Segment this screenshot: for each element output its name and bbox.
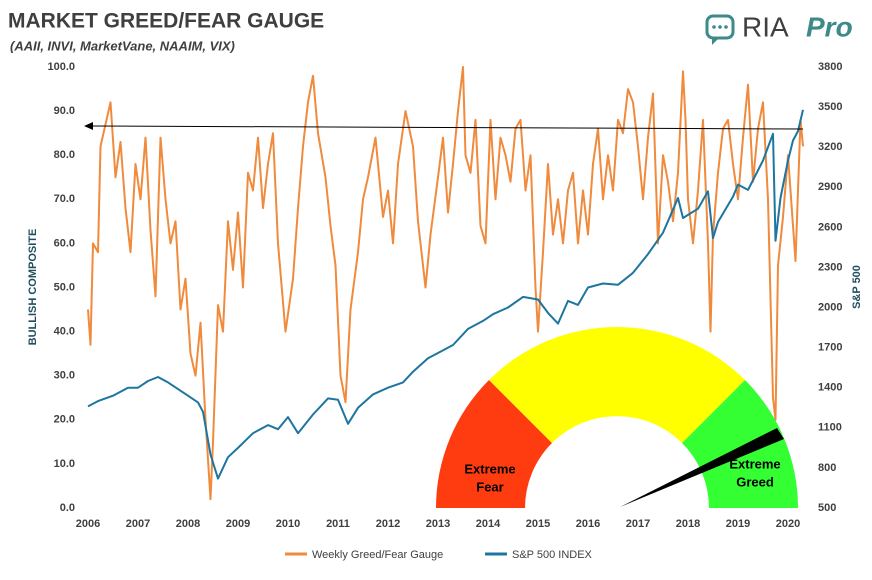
plot-lines: [87, 66, 804, 501]
y-tick-label: 60.0: [54, 237, 75, 249]
x-tick-label: 2015: [526, 518, 550, 530]
x-tick-label: 2012: [376, 518, 400, 530]
legend: Weekly Greed/Fear Gauge S&P 500 INDEX: [285, 549, 593, 561]
legend-label: S&P 500 INDEX: [512, 549, 593, 561]
y-tick-label: 30.0: [54, 370, 75, 382]
x-tick-label: 2020: [776, 518, 800, 530]
y-tick-label: 20.0: [54, 414, 75, 426]
logo-name: RIA: [742, 11, 789, 42]
logo-suffix: Pro: [806, 11, 853, 42]
y2-tick-label: 2600: [818, 221, 842, 233]
y-tick-label: 0.0: [60, 502, 75, 514]
y-tick-label: 40.0: [54, 326, 75, 338]
y2-axis-title: S&P 500: [851, 265, 863, 309]
annotation: Extreme: [729, 456, 780, 471]
x-tick-label: 2008: [176, 518, 200, 530]
annotation: Greed: [736, 474, 774, 489]
reference-arrow: [84, 122, 804, 130]
y-axis-title: BULLISH COMPOSITE: [27, 229, 39, 346]
x-tick-label: 2016: [576, 518, 600, 530]
y2-tick-label: 500: [818, 502, 836, 514]
series-line: [87, 109, 804, 480]
logo-dot: [724, 25, 728, 29]
y-tick-label: 80.0: [54, 149, 75, 161]
x-tick-label: 2017: [626, 518, 650, 530]
y2-tick-label: 1700: [818, 342, 842, 354]
arrow-head: [84, 122, 93, 130]
chart-title: MARKET GREED/FEAR GAUGE: [8, 10, 324, 33]
gauge: Extreme Fear Extreme Greed: [436, 326, 798, 508]
annotation: Fear: [476, 479, 503, 494]
y2-tick-label: 3500: [818, 101, 842, 113]
gauge-fear-zone: [436, 380, 552, 508]
chart-subtitle: (AAII, INVI, MarketVane, NAAIM, VIX): [10, 38, 235, 53]
x-tick-label: 2013: [426, 518, 450, 530]
annotation: Extreme: [464, 461, 515, 476]
y-tick-label: 90.0: [54, 105, 75, 117]
logo-dot: [712, 25, 716, 29]
arrow-line: [91, 125, 804, 130]
gauge-needle: [620, 428, 784, 507]
series-line: [87, 66, 804, 501]
y-tick-label: 50.0: [54, 281, 75, 293]
gauge-greed-zone: [682, 380, 798, 508]
logo-icon-tail: [712, 38, 719, 45]
y2-tick-label: 800: [818, 462, 836, 474]
y2-tick-label: 2300: [818, 261, 842, 273]
y-tick-label: 100.0: [47, 61, 75, 73]
y2-tick-label: 2900: [818, 181, 842, 193]
y2-tick-label: 3800: [818, 61, 842, 73]
x-tick-label: 2006: [76, 518, 100, 530]
y2-tick-label: 2000: [818, 301, 842, 313]
x-tick-label: 2011: [326, 518, 350, 530]
logo-dot: [718, 25, 722, 29]
y2-tick-label: 1100: [818, 422, 842, 434]
x-tick-label: 2007: [126, 518, 150, 530]
x-tick-label: 2019: [726, 518, 750, 530]
x-tick-label: 2018: [676, 518, 700, 530]
y2-tick-label: 1400: [818, 382, 842, 394]
x-tick-label: 2010: [276, 518, 300, 530]
y2-tick-label: 3200: [818, 141, 842, 153]
gauge-neutral-zone: [489, 326, 745, 443]
x-tick-label: 2014: [476, 518, 501, 530]
logo: RIA Pro: [705, 11, 853, 45]
y-tick-label: 10.0: [54, 458, 75, 470]
legend-label: Weekly Greed/Fear Gauge: [312, 549, 443, 561]
y-tick-label: 70.0: [54, 193, 75, 205]
x-tick-label: 2009: [226, 518, 250, 530]
